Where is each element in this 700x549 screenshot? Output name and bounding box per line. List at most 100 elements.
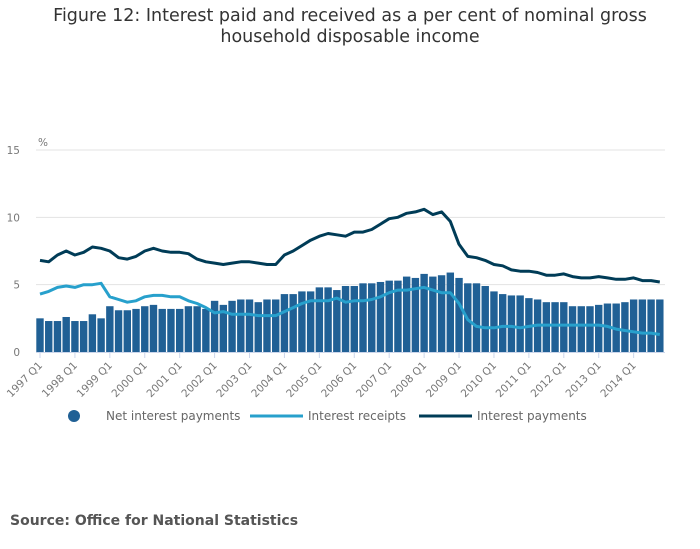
y-tick-label: 15 [7, 145, 20, 157]
bar-net-interest [324, 287, 332, 352]
bar-net-interest [62, 316, 70, 352]
bar-net-interest [472, 283, 481, 352]
bar-net-interest [586, 306, 594, 352]
bar-net-interest [210, 300, 219, 352]
bar-net-interest [53, 321, 62, 352]
bar-net-interest [306, 291, 315, 352]
x-tick-label: 2009 Q1 [424, 360, 464, 400]
bar-net-interest [647, 299, 655, 352]
bar-net-interest [45, 321, 53, 352]
bar-net-interest [141, 306, 149, 352]
bar-net-interest [106, 306, 114, 352]
x-tick-label: 2011 Q1 [494, 360, 534, 400]
bar-net-interest [114, 310, 123, 352]
bar-net-interest [36, 318, 44, 352]
bar-net-interest [341, 286, 350, 352]
x-tick-label: 2012 Q1 [529, 360, 569, 400]
bar-net-interest [498, 294, 507, 352]
bar-net-interest [228, 300, 236, 352]
legend-label-payments[interactable]: Interest payments [477, 409, 587, 423]
bar-net-interest [158, 308, 166, 352]
bar-net-interest [359, 283, 367, 352]
bar-net-interest [481, 286, 489, 352]
x-tick-label: 2000 Q1 [110, 360, 150, 400]
bar-net-interest [167, 308, 175, 352]
source-note: Source: Office for National Statistics [10, 513, 299, 529]
bar-net-interest [350, 286, 358, 352]
bar-net-interest [298, 291, 306, 352]
x-tick-label: 2008 Q1 [389, 360, 429, 400]
line-interest-payments [39, 207, 661, 284]
bar-net-interest [621, 302, 629, 352]
x-tick-label: 2006 Q1 [319, 360, 359, 400]
bar-net-interest [254, 302, 262, 352]
y-axis-unit: % [38, 137, 48, 149]
chart-title: Figure 12: Interest paid and received as… [0, 6, 700, 48]
bar-net-interest [289, 294, 297, 352]
bar-net-interest [263, 299, 271, 352]
bar-net-interest [420, 273, 428, 352]
bar-net-interest [394, 280, 402, 352]
x-tick-label: 2007 Q1 [354, 360, 394, 400]
x-tick-label: 1997 Q1 [5, 360, 45, 400]
x-tick-label: 2010 Q1 [459, 360, 499, 400]
bar-net-interest [638, 299, 647, 352]
bar-net-interest [149, 304, 158, 352]
bar-net-interest [88, 314, 97, 352]
x-tick-label: 2001 Q1 [144, 360, 184, 400]
x-tick-label: 1998 Q1 [40, 360, 80, 400]
legend-label-net-interest[interactable]: Net interest payments [106, 409, 240, 423]
bar-net-interest [376, 281, 385, 352]
bar-net-interest [411, 277, 420, 352]
bar-net-interest [123, 310, 131, 352]
bar-net-interest [577, 306, 585, 352]
bar-net-interest [71, 321, 79, 352]
bar-net-interest [656, 299, 664, 352]
bar-net-interest [595, 304, 603, 352]
x-tick-label: 2004 Q1 [249, 360, 289, 400]
bar-net-interest [551, 302, 559, 352]
bar-net-interest [446, 272, 455, 352]
bar-net-interest [490, 291, 498, 352]
bar-net-interest [542, 302, 551, 352]
x-tick-label: 1999 Q1 [75, 360, 115, 400]
x-tick-label: 2005 Q1 [284, 360, 324, 400]
bar-net-interest [315, 287, 324, 352]
bar-net-interest [97, 318, 105, 352]
bar-net-interest [455, 277, 463, 352]
x-tick-label: 2014 Q1 [598, 360, 638, 400]
bar-net-interest [516, 295, 524, 352]
bar-net-interest [237, 299, 245, 352]
chart-title-line1: Figure 12: Interest paid and received as… [53, 6, 647, 26]
bar-net-interest [202, 308, 210, 352]
bar-net-interest [132, 308, 140, 352]
bar-net-interest [272, 299, 280, 352]
bar-net-interest [560, 302, 568, 352]
bar-net-interest [280, 294, 289, 352]
bar-net-interest [385, 280, 393, 352]
bar-net-interest [429, 276, 437, 352]
bar-net-interest [245, 299, 254, 352]
bar-net-interest [507, 295, 516, 352]
x-tick-label: 2002 Q1 [179, 360, 219, 400]
bar-net-interest [368, 283, 376, 352]
y-tick-label: 0 [13, 347, 20, 359]
x-tick-label: 2013 Q1 [564, 360, 604, 400]
x-tick-label: 2003 Q1 [214, 360, 254, 400]
bar-net-interest [193, 306, 201, 352]
bar-net-interest [437, 275, 446, 352]
legend-marker-net-interest [68, 410, 80, 422]
bar-net-interest [333, 290, 341, 352]
bar-net-interest [175, 308, 184, 352]
bar-net-interest [184, 306, 193, 352]
y-tick-label: 5 [13, 280, 20, 292]
bar-net-interest [79, 321, 88, 352]
line-interest-receipts [39, 281, 661, 336]
y-tick-label: 10 [7, 212, 20, 224]
legend-label-receipts[interactable]: Interest receipts [308, 409, 406, 423]
bar-net-interest [402, 276, 411, 352]
bar-net-interest [629, 299, 638, 352]
bar-net-interest [568, 306, 577, 352]
chart-title-line2: household disposable income [220, 27, 480, 47]
